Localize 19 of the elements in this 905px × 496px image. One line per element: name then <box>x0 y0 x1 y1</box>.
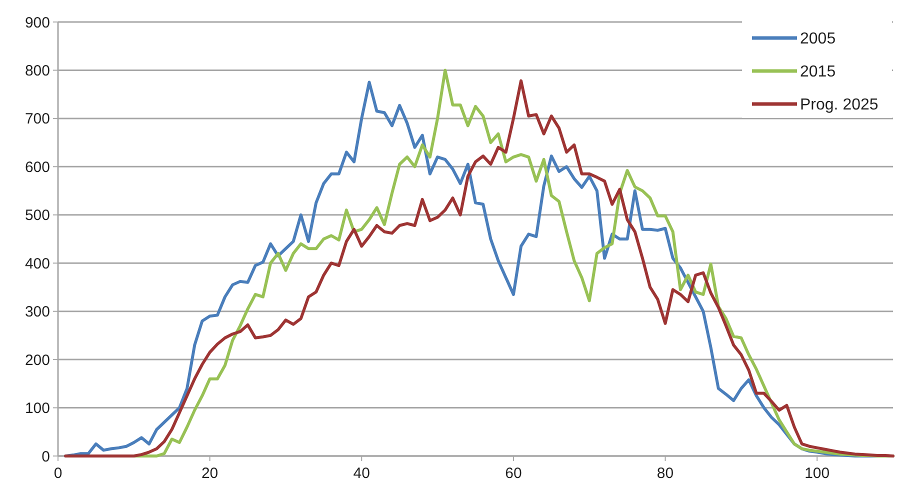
legend-label: Prog. 2025 <box>800 96 878 114</box>
x-tick-label: 60 <box>505 465 522 482</box>
y-tick-label: 300 <box>24 304 50 321</box>
legend-label: 2015 <box>800 64 836 81</box>
x-tick-label: 0 <box>54 465 62 482</box>
x-tick-label: 20 <box>201 465 218 482</box>
y-tick-label: 500 <box>24 207 50 224</box>
y-tick-label: 900 <box>24 14 50 32</box>
y-tick-label: 800 <box>24 62 50 80</box>
y-tick-label: 200 <box>24 352 50 369</box>
y-tick-label: 400 <box>24 255 50 272</box>
legend-label: 2005 <box>800 30 836 48</box>
y-tick-label: 100 <box>24 400 50 418</box>
y-tick-label: 0 <box>42 448 50 466</box>
x-tick-label: 80 <box>656 465 674 482</box>
y-tick-label: 600 <box>24 158 50 176</box>
x-tick-label: 40 <box>353 465 370 482</box>
y-tick-label: 700 <box>24 110 50 128</box>
x-tick-label: 100 <box>804 465 830 482</box>
